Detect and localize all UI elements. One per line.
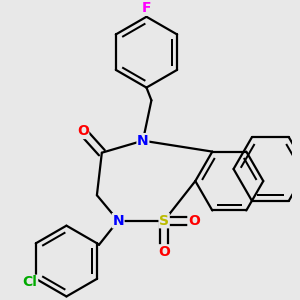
Text: Cl: Cl	[23, 275, 38, 289]
Text: O: O	[188, 214, 200, 228]
Text: N: N	[112, 214, 124, 228]
Text: O: O	[158, 245, 170, 259]
Text: F: F	[142, 1, 151, 15]
Text: O: O	[77, 124, 89, 139]
Text: N: N	[137, 134, 149, 148]
Text: S: S	[159, 214, 169, 228]
